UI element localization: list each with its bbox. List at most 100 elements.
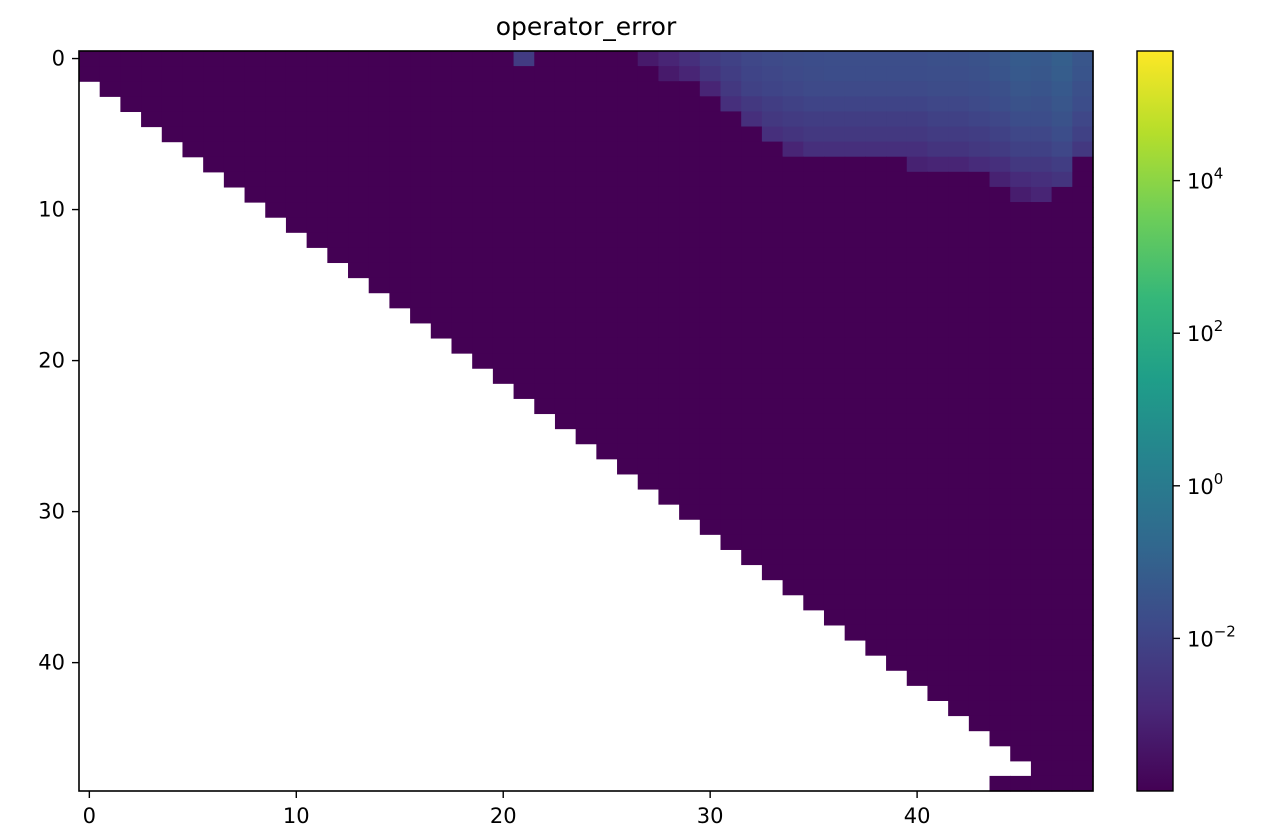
heatmap-cell	[637, 443, 660, 460]
heatmap-cell	[699, 111, 722, 128]
heatmap-cell	[223, 66, 246, 82]
heatmap-cell	[658, 292, 680, 309]
heatmap-cell	[1051, 51, 1073, 67]
heatmap-cell	[596, 428, 618, 445]
heatmap-cell	[968, 443, 991, 460]
heatmap-cell	[223, 171, 246, 188]
heatmap-cell	[1072, 126, 1094, 143]
heatmap-cell	[720, 262, 742, 279]
heatmap-cell	[1072, 760, 1094, 777]
heatmap-cell	[1010, 353, 1032, 369]
heatmap-cell	[1072, 443, 1094, 460]
heatmap-cell	[906, 186, 929, 203]
heatmap-cell	[968, 670, 991, 686]
heatmap-cell	[761, 504, 784, 520]
heatmap-cell	[782, 398, 804, 415]
heatmap-cell	[823, 488, 846, 505]
heatmap-cell	[927, 337, 949, 354]
heatmap-cell	[948, 564, 970, 581]
heatmap-cell	[1030, 579, 1053, 596]
heatmap-cell	[679, 66, 701, 82]
heatmap-cell	[554, 337, 577, 354]
heatmap-cell	[1030, 670, 1053, 686]
heatmap-cell	[927, 96, 949, 113]
heatmap-cell	[534, 353, 556, 369]
heatmap-cell	[989, 262, 1011, 279]
heatmap-cell	[534, 126, 556, 143]
heatmap-cell	[1051, 413, 1073, 430]
heatmap-cell	[741, 141, 763, 158]
heatmap-cell	[554, 322, 577, 339]
heatmap-cell	[989, 579, 1011, 596]
heatmap-cell	[534, 51, 556, 67]
heatmap-cell	[554, 217, 577, 233]
heatmap-cell	[637, 292, 660, 309]
heatmap-cell	[368, 232, 390, 248]
heatmap-cell	[741, 51, 763, 67]
heatmap-cell	[1010, 141, 1032, 158]
heatmap-cell	[534, 262, 556, 279]
heatmap-cell	[1030, 171, 1053, 188]
heatmap-cell	[534, 66, 556, 82]
heatmap-cell	[679, 368, 701, 384]
heatmap-cell	[823, 141, 846, 158]
heatmap-cell	[617, 186, 639, 203]
heatmap-cell	[327, 247, 349, 264]
heatmap-cell	[906, 322, 929, 339]
heatmap-cell	[679, 202, 701, 218]
heatmap-cell	[803, 564, 825, 581]
heatmap-cell	[430, 292, 453, 309]
heatmap-cell	[865, 171, 887, 188]
heatmap-cell	[451, 217, 473, 233]
heatmap-cell	[161, 111, 184, 128]
heatmap-cell	[1051, 655, 1073, 671]
heatmap-cell	[679, 292, 701, 309]
heatmap-cell	[782, 66, 804, 82]
heatmap-cell	[430, 202, 453, 218]
heatmap-cell	[451, 292, 473, 309]
heatmap-cell	[451, 126, 473, 143]
heatmap-cell	[720, 398, 742, 415]
heatmap-cell	[741, 549, 763, 566]
heatmap-cell	[575, 428, 597, 445]
heatmap-cell	[741, 504, 763, 520]
heatmap-cell	[803, 66, 825, 82]
heatmap-cell	[348, 51, 370, 67]
heatmap-cell	[844, 428, 866, 445]
heatmap-cell	[658, 171, 680, 188]
heatmap-cell	[1051, 81, 1073, 97]
heatmap-cell	[451, 66, 473, 82]
heatmap-cell	[989, 443, 1011, 460]
heatmap-cell	[803, 504, 825, 520]
heatmap-cell	[906, 247, 929, 264]
heatmap-cell	[430, 277, 453, 294]
heatmap-cell	[658, 322, 680, 339]
heatmap-cell	[948, 443, 970, 460]
heatmap-cell	[989, 217, 1011, 233]
heatmap-cell	[389, 202, 411, 218]
heatmap-cell	[782, 383, 804, 399]
heatmap-cell	[720, 96, 742, 113]
heatmap-cell	[927, 594, 949, 611]
heatmap-cell	[596, 81, 618, 97]
heatmap-cell	[1010, 202, 1032, 218]
heatmap-cell	[430, 51, 453, 67]
heatmap-cell	[1072, 171, 1094, 188]
heatmap-cell	[927, 443, 949, 460]
heatmap-cell	[637, 413, 660, 430]
heatmap-cell	[699, 428, 722, 445]
heatmap-cell	[389, 141, 411, 158]
heatmap-cell	[389, 51, 411, 67]
heatmap-cell	[389, 66, 411, 82]
heatmap-cell	[1030, 564, 1053, 581]
heatmap-cell	[244, 51, 266, 67]
heatmap-cell	[1030, 534, 1053, 550]
heatmap-cell	[1030, 488, 1053, 505]
heatmap-cell	[554, 186, 577, 203]
heatmap-cell	[637, 171, 660, 188]
heatmap-cell	[1072, 141, 1094, 158]
heatmap-cell	[575, 322, 597, 339]
heatmap-cell	[886, 579, 908, 596]
heatmap-cell	[513, 232, 535, 248]
heatmap-cell	[844, 398, 866, 415]
